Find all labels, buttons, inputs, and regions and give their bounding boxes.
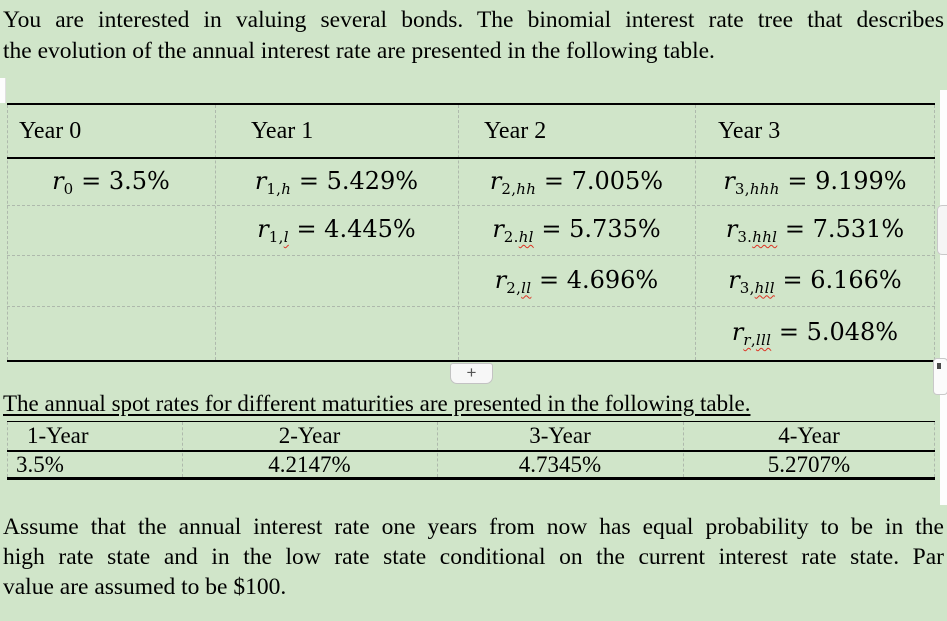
rate-formula: r2.hl = 5.735% — [492, 215, 661, 246]
spot-rate-2-year[interactable]: 4.2147% — [268, 452, 351, 477]
column-divider — [934, 422, 935, 477]
column-divider — [695, 105, 696, 360]
spot-header-4-year[interactable]: 4-Year — [778, 423, 840, 448]
assumption-line-2: high rate state and in the low rate stat… — [3, 544, 944, 570]
mini-glyph-icon — [937, 363, 941, 369]
rate-formula: r3.hhl = 7.531% — [725, 215, 905, 246]
tree-header-row: Year 0 Year 1 Year 2 Year 3 — [7, 105, 935, 159]
tree-rate-cell[interactable]: r1,l = 4.445% — [215, 206, 458, 255]
column-divider — [7, 422, 8, 477]
tree-rate-cell[interactable]: r3,hll = 6.166% — [695, 256, 935, 306]
tree-rate-cell[interactable]: rr,lll = 5.048% — [695, 307, 935, 360]
tree-rate-cell[interactable]: r2,ll = 4.696% — [458, 256, 695, 306]
rate-formula: r3,hll = 6.166% — [728, 265, 902, 297]
tree-row: r1,l = 4.445% r2.hl = 5.735% r3.hhl = 7.53… — [7, 206, 935, 256]
spot-rate-4-year[interactable]: 5.2707% — [767, 452, 851, 477]
tree-rate-cell[interactable]: r1,h = 5.429% — [215, 159, 458, 205]
column-divider — [182, 422, 183, 477]
column-divider — [437, 422, 438, 477]
tree-rate-cell[interactable]: r0 = 3.5% — [7, 159, 215, 205]
tree-row: rr,lll = 5.048% — [7, 307, 935, 360]
intro-line-1: You are interested in valuing several bo… — [3, 7, 944, 33]
tree-rate-cell[interactable]: r2,hh = 7.005% — [458, 159, 695, 205]
column-divider — [215, 105, 216, 360]
tree-empty-cell — [215, 256, 458, 306]
column-divider — [7, 105, 8, 360]
right-edge-button-bottom[interactable] — [933, 358, 947, 395]
tree-rate-cell[interactable]: r3.hhl = 7.531% — [695, 206, 935, 255]
assumption-line-1: Assume that the annual interest rate one… — [3, 514, 944, 540]
tree-rate-cell[interactable]: r3,hhh = 9.199% — [695, 159, 935, 205]
tree-header-year-2[interactable]: Year 2 — [484, 117, 547, 144]
rate-formula: r2,ll = 4.696% — [494, 265, 659, 297]
rate-formula: r3,hhh = 9.199% — [723, 166, 907, 198]
column-divider — [934, 105, 935, 360]
spot-header-1-year[interactable]: 1-Year — [27, 423, 89, 448]
plus-icon: + — [466, 363, 477, 382]
rate-formula: rr,lll = 5.048% — [731, 318, 899, 349]
tree-empty-cell — [7, 256, 215, 306]
right-edge-button-top[interactable] — [937, 205, 947, 255]
question-intro-paragraph: You are interested in valuing several bo… — [3, 5, 944, 67]
tree-empty-cell — [7, 206, 215, 255]
tree-row: r0 = 3.5% r1,h = 5.429% r2,hh = 7.005% r3,h… — [7, 159, 935, 206]
text-cursor-caret — [0, 78, 6, 103]
spot-rate-3-year[interactable]: 4.7345% — [518, 452, 602, 477]
tree-header-year-3[interactable]: Year 3 — [718, 117, 781, 144]
tree-header-year-0[interactable]: Year 0 — [19, 117, 82, 144]
rate-formula: r2,hh = 7.005% — [489, 166, 664, 198]
rate-tree-table: Year 0 Year 1 Year 2 Year 3 r0 = 3.5% r1,… — [7, 103, 935, 362]
intro-line-2: the evolution of the annual interest rat… — [3, 38, 715, 64]
tree-header-year-1[interactable]: Year 1 — [251, 117, 314, 144]
spot-values-row: 3.5% 4.2147% 4.7345% 5.2707% — [7, 452, 935, 477]
rate-formula: r1,l = 4.445% — [257, 215, 416, 246]
assumption-paragraph: Assume that the annual interest rate one… — [3, 512, 944, 602]
tree-rate-cell[interactable]: r2.hl = 5.735% — [458, 206, 695, 255]
rate-formula: r0 = 3.5% — [52, 166, 170, 198]
assumption-line-3: value are assumed to be $100. — [3, 574, 287, 600]
right-margin-strip — [940, 90, 947, 505]
tree-row: r2,ll = 4.696% r3,hll = 6.166% — [7, 256, 935, 307]
spot-rate-1-year[interactable]: 3.5% — [16, 452, 64, 477]
spot-header-2-year[interactable]: 2-Year — [278, 423, 341, 448]
tree-empty-cell — [458, 307, 695, 360]
spot-header-3-year[interactable]: 3-Year — [529, 423, 591, 448]
spot-rates-intro-sentence: The annual spot rates for different matu… — [3, 391, 751, 416]
tree-empty-cell — [7, 307, 215, 360]
column-divider — [683, 422, 684, 477]
column-divider — [458, 105, 459, 360]
rate-formula: r1,h = 5.429% — [254, 166, 419, 198]
spot-rate-table: 1-Year 2-Year 3-Year 4-Year 3.5% 4.2147%… — [7, 421, 935, 480]
add-row-button[interactable]: + — [450, 363, 493, 384]
spot-header-row: 1-Year 2-Year 3-Year 4-Year — [7, 422, 935, 452]
tree-empty-cell — [215, 307, 458, 360]
